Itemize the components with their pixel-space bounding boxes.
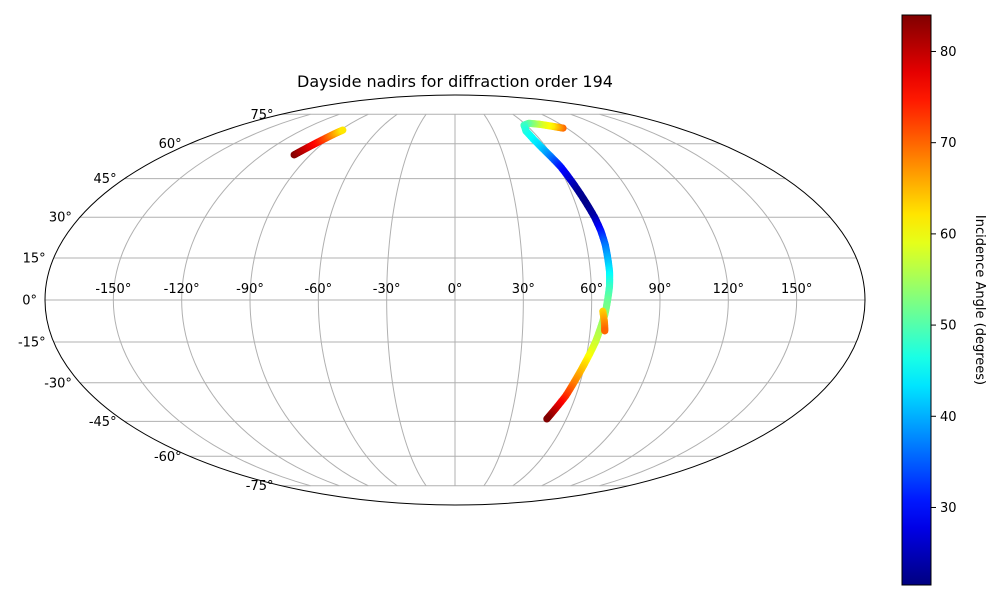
longitude-tick-label: 150° — [781, 282, 812, 297]
latitude-tick-label: 60° — [159, 137, 182, 152]
latitude-tick-label: 30° — [49, 211, 72, 226]
longitude-tick-label: 0° — [448, 282, 463, 297]
latitude-tick-label: 75° — [250, 108, 273, 123]
latitude-tick-label: -30° — [44, 376, 72, 391]
data-point — [543, 415, 551, 423]
longitude-tick-label: -60° — [304, 282, 332, 297]
longitude-tick-label: -30° — [373, 282, 401, 297]
colorbar-ticks: 30 40 50 60 70 80 — [931, 45, 957, 516]
longitude-tick-label: -120° — [164, 282, 200, 297]
latitude-tick-label: -45° — [89, 415, 117, 430]
latitude-tick-label: -15° — [18, 335, 46, 350]
longitude-tick-label: 60° — [580, 282, 603, 297]
longitude-tick-labels: -150° -120° -90° -60° -30° 0° 30° 60° 90° 120° 150… — [95, 282, 812, 297]
longitude-tick-label: 30° — [512, 282, 535, 297]
longitude-tick-label: -150° — [95, 282, 131, 297]
graticule — [45, 113, 865, 487]
chart-title: Dayside nadirs for diffraction order 194 — [297, 72, 613, 91]
latitude-tick-labels: -75° -60° -45° -30° -15° 0° 15° 30° 45° 60° 75° — [18, 108, 274, 494]
latitude-tick-label: -60° — [154, 450, 182, 465]
colorbar-tick-label: 30 — [940, 501, 957, 516]
latitude-tick-label: 45° — [94, 172, 117, 187]
colorbar-label: Incidence Angle (degrees) — [972, 215, 987, 385]
data-points — [290, 119, 614, 423]
colorbar-tick-label: 60 — [940, 227, 957, 242]
colorbar-tick-label: 50 — [940, 319, 957, 334]
data-point — [601, 327, 609, 335]
colorbar-tick-label: 70 — [940, 136, 957, 151]
longitude-tick-label: 120° — [713, 282, 744, 297]
latitude-tick-label: 15° — [23, 252, 46, 267]
colorbar-tick-label: 80 — [940, 45, 957, 60]
colorbar: 30 40 50 60 70 80 Incidence Angle (degrees) — [901, 14, 987, 586]
data-point — [339, 126, 347, 134]
longitude-tick-label: -90° — [236, 282, 264, 297]
map-boundary — [44, 94, 866, 506]
colorbar-tick-label: 40 — [940, 410, 957, 425]
latitude-tick-label: -75° — [246, 479, 274, 494]
colorbar-gradient — [901, 14, 932, 586]
latitude-tick-label: 0° — [22, 294, 37, 309]
longitude-tick-label: 90° — [648, 282, 671, 297]
